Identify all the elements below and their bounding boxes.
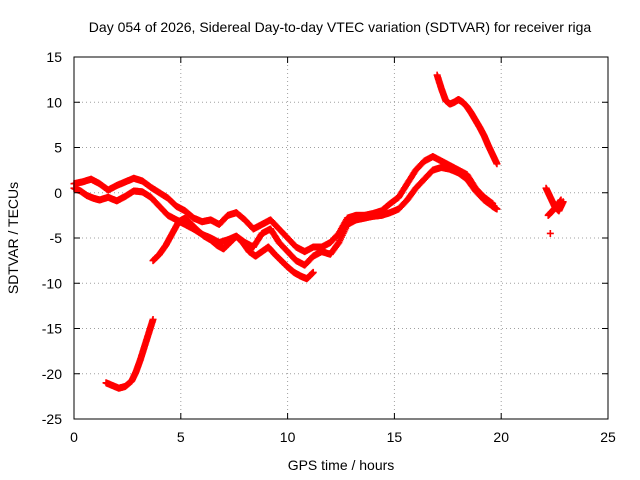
y-tick-label: 0: [54, 185, 62, 201]
data-point: [489, 200, 497, 208]
data-point: [493, 205, 501, 213]
y-tick-label: 5: [54, 140, 62, 156]
data-point: [557, 196, 565, 204]
x-tick-label: 20: [493, 429, 509, 445]
x-tick-label: 10: [280, 429, 296, 445]
series-track-7: [544, 196, 565, 219]
data-layer: [70, 71, 567, 392]
y-axis-label: SDTVAR / TECUs: [5, 182, 21, 294]
ticks: 0 5 10 15 20 25 -25 -20 -15 -10 -5 0 5 10 15: [42, 49, 616, 445]
x-tick-label: 0: [70, 429, 78, 445]
y-tick-label: -25: [42, 411, 62, 427]
y-tick-label: -5: [50, 230, 63, 246]
series-track-5: [433, 71, 501, 168]
series-track-3: [149, 214, 317, 283]
series-track-8: [546, 229, 554, 237]
y-tick-label: 10: [46, 94, 62, 110]
data-point: [546, 229, 554, 237]
data-point: [149, 315, 157, 323]
series-track-2: [70, 153, 497, 256]
y-tick-label: -15: [42, 321, 62, 337]
x-tick-label: 15: [387, 429, 403, 445]
data-point: [309, 268, 317, 276]
x-axis-label: GPS time / hours: [288, 457, 395, 473]
x-tick-label: 25: [600, 429, 616, 445]
data-point: [493, 160, 501, 168]
y-tick-label: 15: [46, 49, 62, 65]
x-tick-label: 5: [177, 429, 185, 445]
series-track-4: [102, 315, 157, 392]
y-tick-label: -20: [42, 366, 62, 382]
chart-title: Day 054 of 2026, Sidereal Day-to-day VTE…: [89, 19, 592, 35]
y-tick-label: -10: [42, 275, 62, 291]
